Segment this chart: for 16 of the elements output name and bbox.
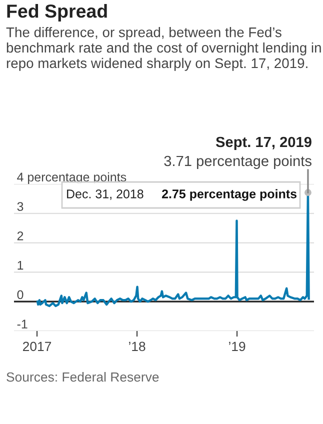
y-tick-label: 1 <box>18 261 24 270</box>
chart-title: Fed Spread <box>7 4 107 22</box>
x-tick-label: ’18 <box>129 342 146 352</box>
annotation: 2.75 percentage points <box>162 189 296 201</box>
y-tick-label: 0 <box>17 290 24 300</box>
annotation: Dec. 31, 2018 <box>67 190 144 200</box>
source-note: Sources: Federal Reserve <box>6 372 159 382</box>
chart-subtitle: The difference, or spread, between the Fed’s benchmark rate and the cost of overnight lending in repo markets widened sharply on Sept. 17, 2019. <box>6 27 321 71</box>
annotation: Sept. 17, 2019 <box>216 136 312 150</box>
x-tick-label: 2017 <box>23 342 52 352</box>
y-tick-label: 4 percentage points <box>17 172 126 184</box>
y-tick-label: -1 <box>17 320 28 328</box>
annotation: 3.71 percentage points <box>164 155 312 170</box>
y-tick-label: 2 <box>17 231 24 240</box>
y-tick-label: 3 <box>17 202 24 211</box>
x-tick-label: ’19 <box>229 342 246 352</box>
